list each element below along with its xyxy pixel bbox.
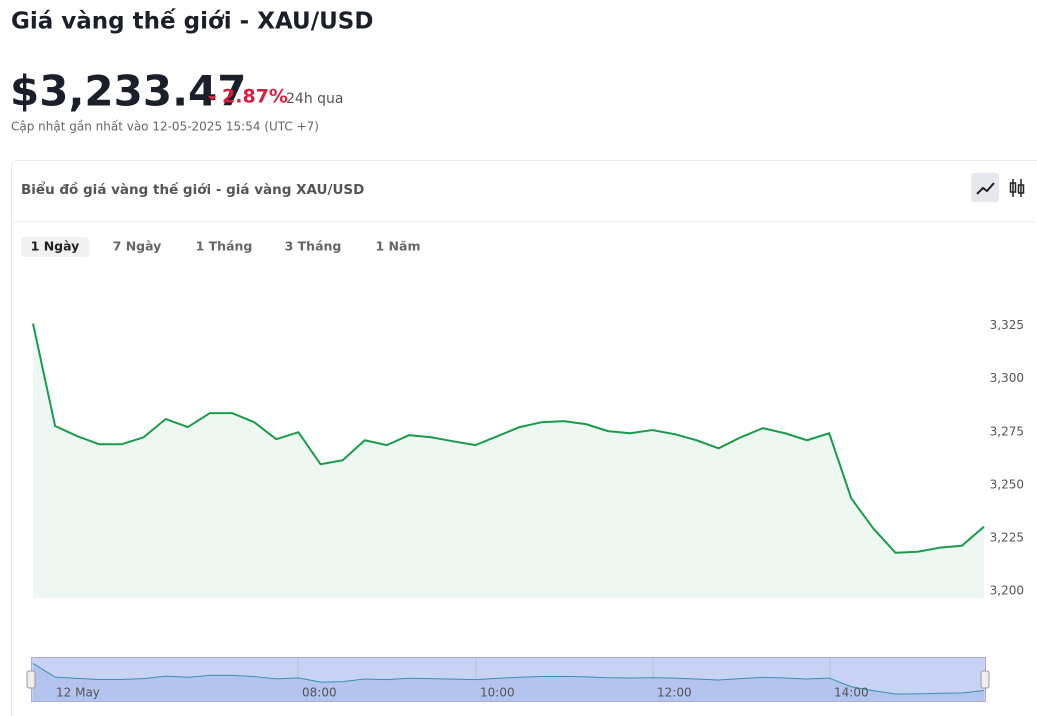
price: $3,233.47 — [10, 67, 246, 116]
card — [11, 160, 1037, 716]
y-tick-label: 3,300 — [990, 371, 1024, 385]
navigator-handle[interactable] — [26, 670, 36, 689]
price-line — [32, 323, 985, 554]
change-period: 24h qua — [286, 91, 343, 107]
page-title: Giá vàng thế giới - XAU/USD — [11, 8, 373, 35]
updated: Cập nhật gần nhất vào 12-05-2025 15:54 (… — [11, 120, 319, 134]
navigator-handle[interactable] — [980, 670, 990, 689]
navigator-area — [33, 663, 984, 701]
tab[interactable]: 7 Ngày — [113, 239, 162, 254]
change: 2.87% — [222, 86, 288, 108]
navigator-label: 08:00 — [302, 686, 337, 700]
y-tick-label: 3,325 — [990, 318, 1024, 332]
y-tick-label: 3,250 — [990, 477, 1024, 491]
y-tick-label: 3,200 — [990, 583, 1024, 597]
line-icon — [976, 182, 995, 195]
tab[interactable]: 1 Ngày — [31, 239, 80, 254]
navigator-label: 12:00 — [657, 686, 692, 700]
y-tick-label: 3,225 — [990, 530, 1024, 544]
candle-chart-button[interactable] — [1009, 179, 1025, 197]
y-tick-label: 3,275 — [990, 424, 1024, 438]
tab-active-bg — [21, 237, 89, 257]
tab[interactable]: 1 Tháng — [196, 239, 253, 254]
navigator-label: 10:00 — [480, 686, 515, 700]
card-title: Biểu đồ giá vàng thế giới - giá vàng XAU… — [21, 181, 364, 198]
down-arrow — [208, 96, 216, 101]
tab[interactable]: 3 Tháng — [285, 239, 342, 254]
tab[interactable]: 1 Năm — [376, 239, 421, 254]
line-chart-button[interactable] — [971, 173, 999, 202]
navigator-label: 12 May — [56, 686, 100, 700]
navigator-label: 14:00 — [834, 686, 869, 700]
navigator-line — [32, 662, 985, 695]
price-area — [33, 323, 984, 598]
